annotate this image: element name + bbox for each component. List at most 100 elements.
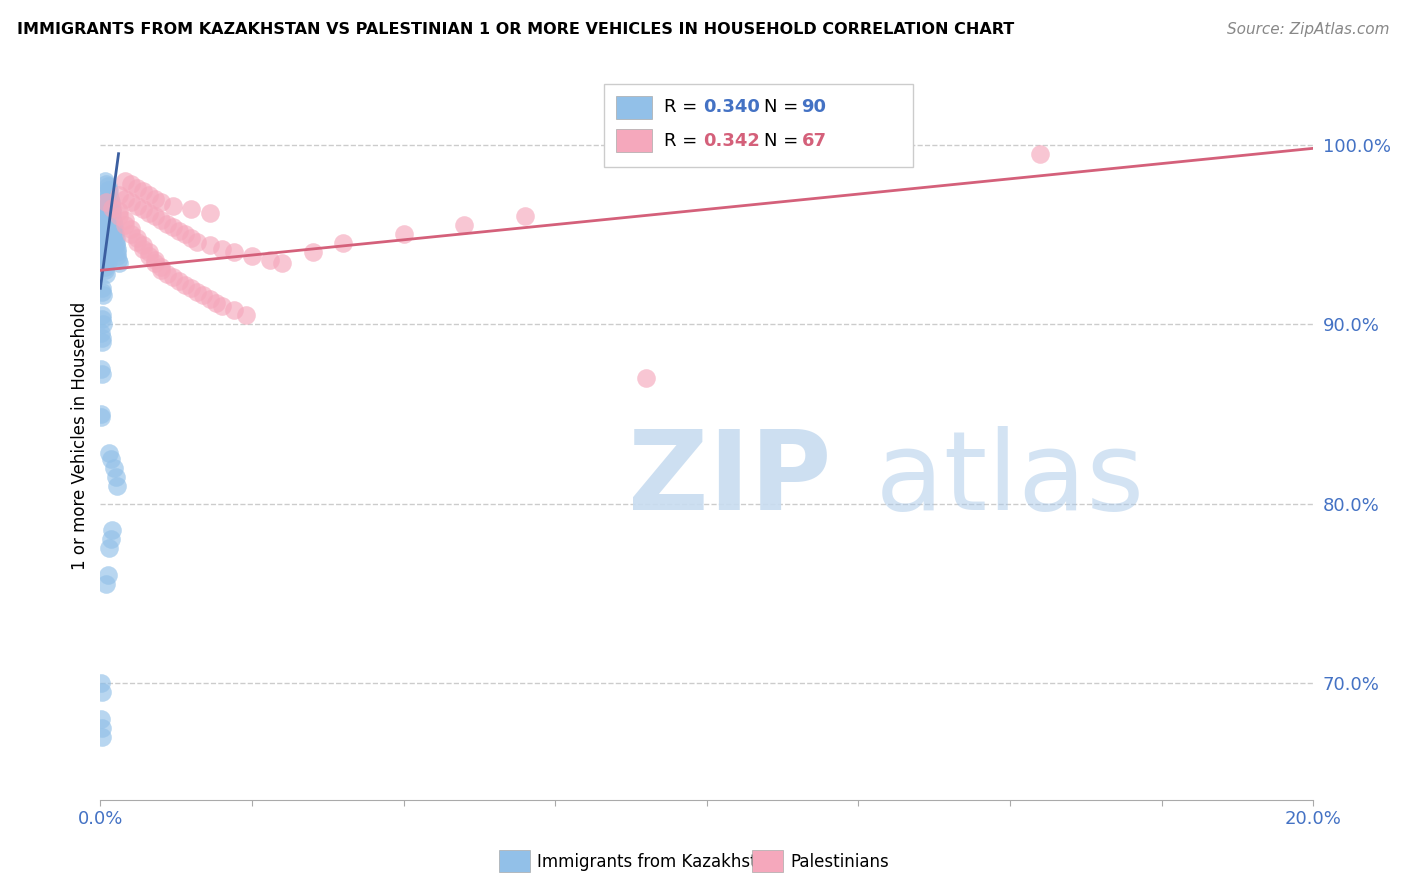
Point	[100, 195, 122, 210]
Point	[103, 219, 125, 233]
Point	[91, 288, 114, 302]
Point	[96, 195, 118, 210]
Point	[90, 721, 112, 735]
Point	[91, 311, 114, 326]
Point	[636, 371, 658, 385]
Text: ZIP: ZIP	[628, 426, 831, 533]
Point	[143, 192, 166, 206]
Point	[193, 288, 215, 302]
Point	[94, 267, 117, 281]
Point	[104, 469, 127, 483]
Point	[101, 215, 124, 229]
Text: Palestinians: Palestinians	[790, 853, 889, 871]
Point	[94, 235, 117, 249]
Point	[97, 254, 120, 268]
Point	[103, 460, 125, 475]
Point	[100, 533, 122, 547]
Point	[138, 245, 160, 260]
Point	[107, 188, 129, 202]
Point	[222, 302, 245, 317]
Point	[97, 179, 120, 194]
Point	[94, 213, 117, 227]
Text: R =: R =	[665, 98, 703, 116]
Point	[105, 242, 128, 256]
Point	[211, 242, 233, 256]
Point	[98, 195, 121, 210]
Point	[96, 242, 118, 256]
Point	[105, 478, 128, 492]
Point	[104, 231, 127, 245]
Point	[90, 326, 112, 340]
Point	[96, 217, 118, 231]
Point	[96, 245, 118, 260]
Point	[114, 173, 136, 187]
Point	[453, 219, 475, 233]
Point	[138, 188, 160, 202]
Point	[101, 524, 124, 538]
Point	[156, 217, 179, 231]
Point	[150, 260, 173, 274]
Point	[198, 238, 221, 252]
Point	[120, 227, 142, 242]
Point	[204, 295, 226, 310]
Point	[90, 685, 112, 699]
Point	[98, 188, 121, 202]
Point	[90, 368, 112, 382]
Point	[91, 334, 114, 349]
Point	[132, 202, 155, 217]
Point	[103, 226, 125, 240]
Point	[180, 281, 202, 295]
Point	[198, 292, 221, 306]
Point	[93, 252, 115, 267]
Point	[97, 249, 120, 263]
Point	[392, 227, 415, 242]
Point	[91, 245, 114, 260]
FancyBboxPatch shape	[603, 84, 912, 168]
Point	[91, 317, 114, 331]
Point	[100, 242, 122, 256]
Point	[107, 252, 129, 267]
Point	[90, 676, 112, 690]
Point	[93, 195, 115, 210]
Point	[156, 267, 179, 281]
Point	[120, 195, 142, 210]
Point	[94, 263, 117, 277]
Point	[93, 260, 115, 274]
Text: N =: N =	[763, 131, 804, 150]
Point	[107, 256, 129, 270]
Point	[93, 227, 115, 242]
Point	[1029, 146, 1052, 161]
Point	[132, 238, 155, 252]
Point	[105, 245, 128, 260]
Point	[97, 227, 120, 242]
Point	[93, 192, 115, 206]
Point	[174, 277, 197, 292]
Point	[132, 242, 155, 256]
Point	[513, 210, 536, 224]
Point	[105, 238, 128, 252]
Point	[90, 712, 112, 726]
Point	[114, 213, 136, 227]
Point	[94, 238, 117, 252]
Point	[235, 308, 257, 322]
FancyBboxPatch shape	[616, 129, 652, 153]
Point	[186, 235, 208, 249]
Point	[271, 256, 294, 270]
Point	[125, 199, 148, 213]
Point	[107, 204, 129, 219]
Text: Immigrants from Kazakhstan: Immigrants from Kazakhstan	[537, 853, 778, 871]
Text: 90: 90	[801, 98, 827, 116]
Point	[114, 192, 136, 206]
Point	[91, 285, 114, 299]
Point	[91, 219, 114, 233]
Point	[98, 235, 121, 249]
Point	[198, 206, 221, 220]
Point	[97, 231, 120, 245]
Point	[101, 201, 124, 215]
Point	[90, 410, 112, 425]
Text: Source: ZipAtlas.com: Source: ZipAtlas.com	[1226, 22, 1389, 37]
Point	[186, 285, 208, 299]
Point	[332, 236, 354, 251]
Point	[94, 173, 117, 187]
Point	[94, 204, 117, 219]
